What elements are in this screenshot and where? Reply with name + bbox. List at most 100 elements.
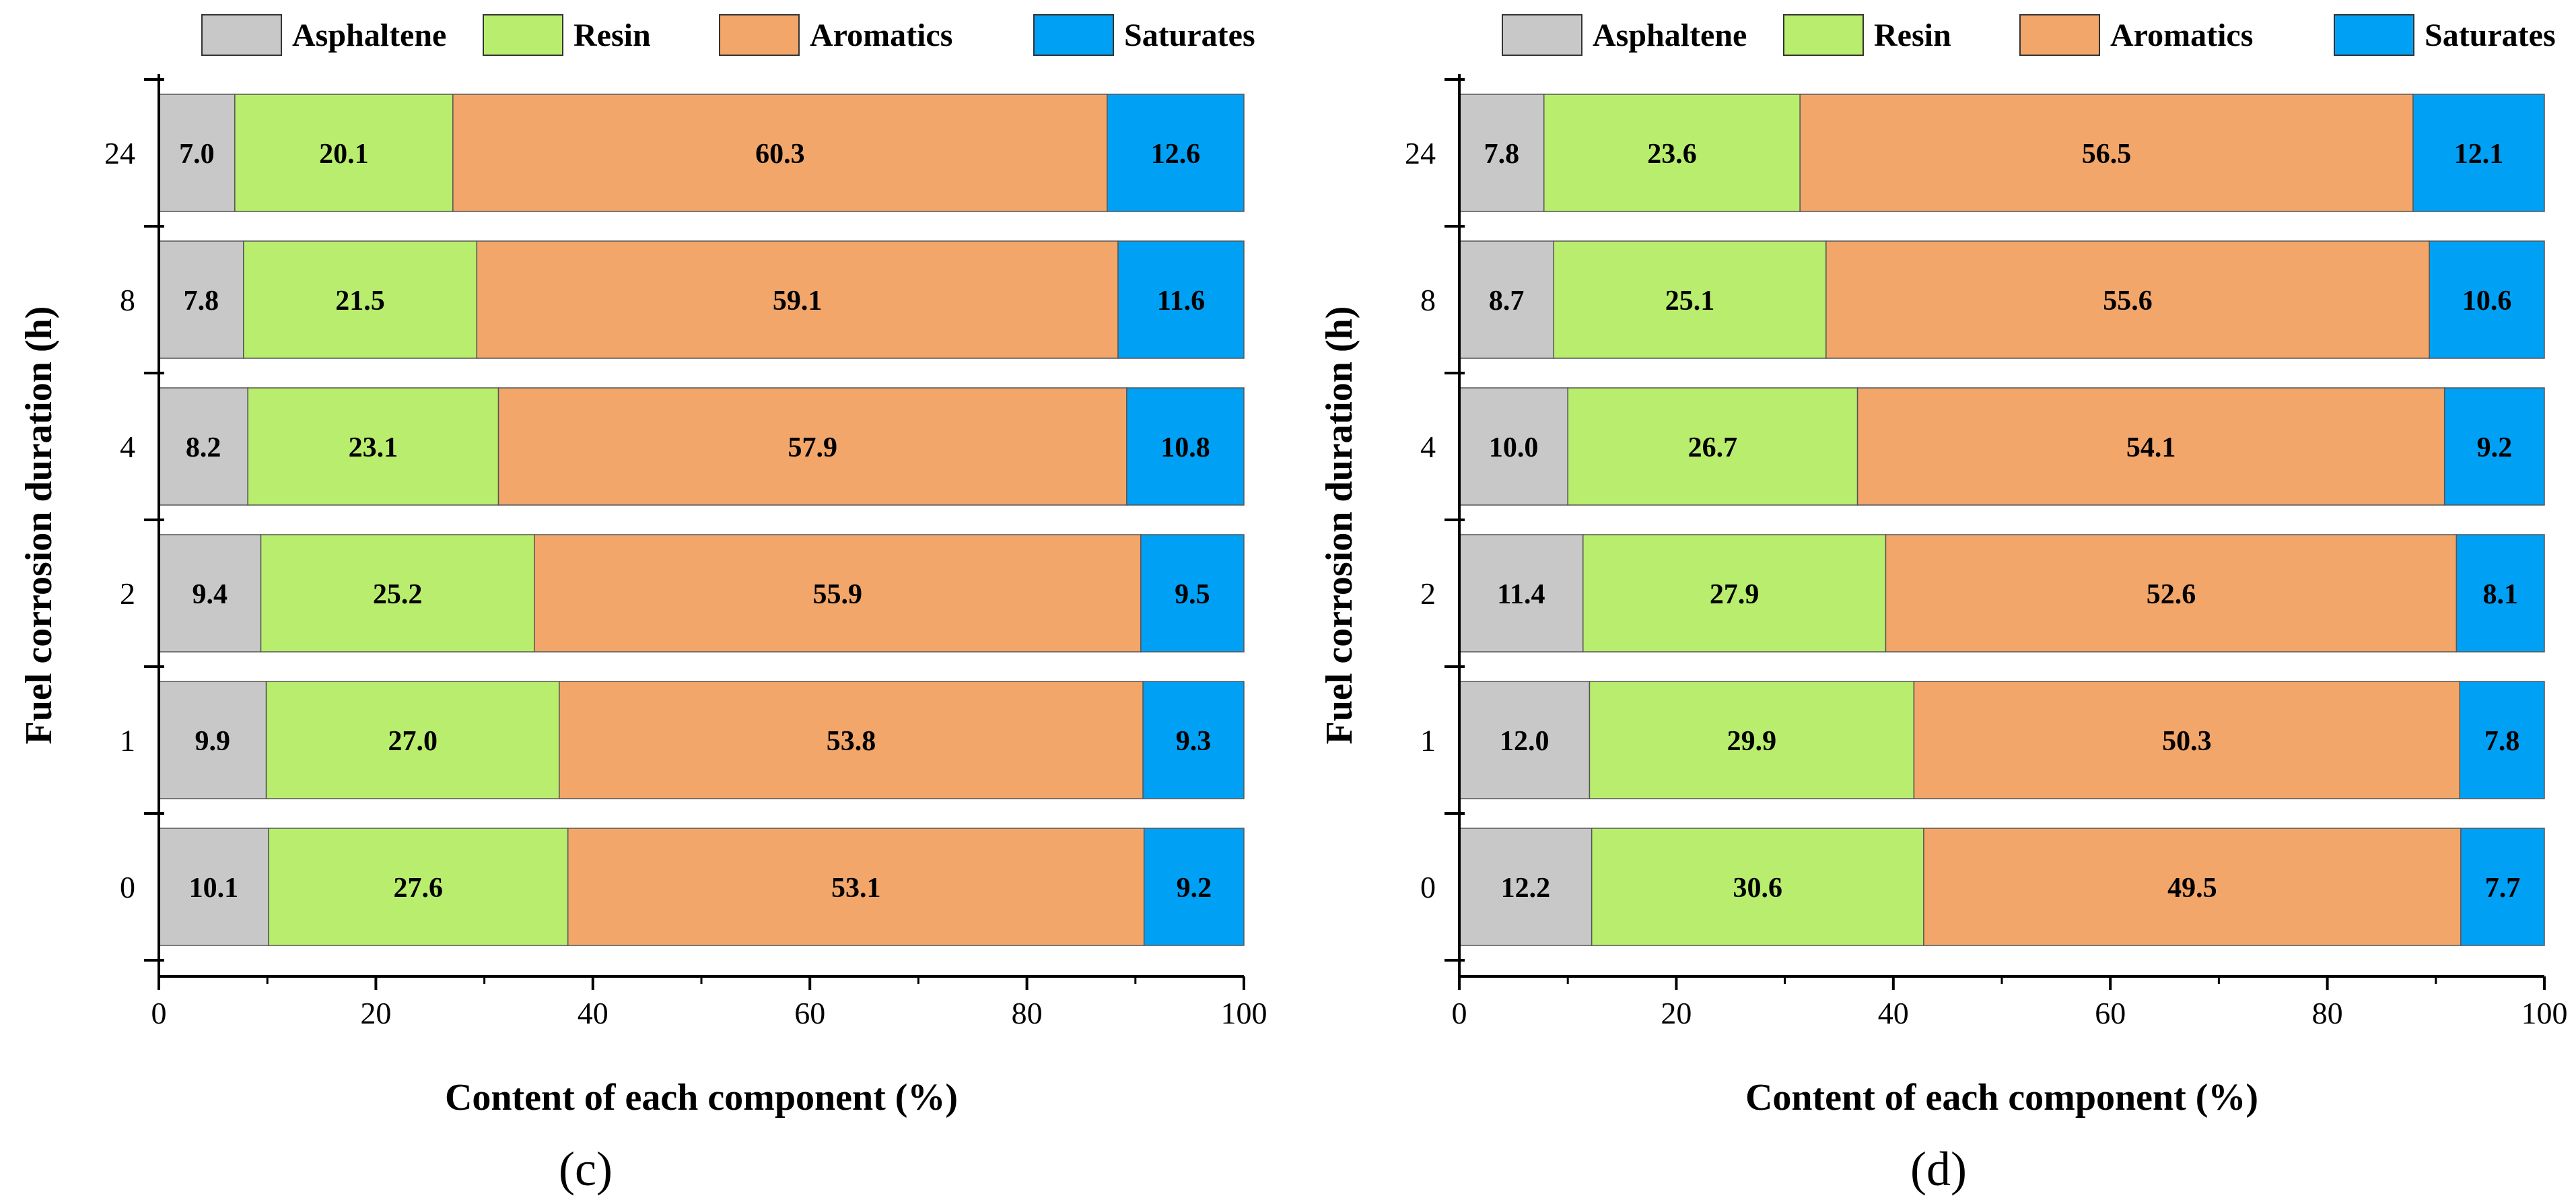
bar-saturates-24h xyxy=(1107,94,1245,212)
data-label-aromatics-4h: 57.9 xyxy=(788,432,837,463)
data-label-saturates-1h: 9.3 xyxy=(1176,726,1212,757)
chart-panel-c: Asphaltene Resin Aromatics Saturates 7.0 20.1… xyxy=(18,14,1267,1196)
data-label-aromatics-1h: 53.8 xyxy=(827,726,876,757)
panel-label: (d) xyxy=(1910,1142,1967,1196)
bar-asphaltene-8h xyxy=(1459,240,1554,359)
data-label-resin-8h: 25.1 xyxy=(1665,286,1715,316)
data-label-resin-2h: 25.2 xyxy=(373,579,423,610)
data-label-aromatics-8h: 59.1 xyxy=(773,286,823,316)
x-tick-label-0: 0 xyxy=(151,996,167,1030)
y-tick-label-24h: 24 xyxy=(104,136,135,170)
data-label-asphaltene-1h: 12.0 xyxy=(1500,726,1550,757)
data-label-aromatics-2h: 52.6 xyxy=(2147,579,2196,610)
bar-aromatics-2h xyxy=(1885,534,2458,653)
data-label-asphaltene-4h: 10.0 xyxy=(1489,432,1539,463)
data-label-saturates-24h: 12.1 xyxy=(2454,139,2504,170)
data-label-aromatics-2h: 55.9 xyxy=(813,579,863,610)
data-label-saturates-1h: 7.8 xyxy=(2484,726,2520,757)
bar-aromatics-2h xyxy=(534,534,1142,653)
legend: Asphaltene Resin Aromatics Saturates xyxy=(201,14,1255,56)
bar-resin-24h xyxy=(1543,94,1801,212)
bar-resin-8h xyxy=(242,240,478,359)
data-label-resin-8h: 21.5 xyxy=(335,286,385,316)
data-label-aromatics-24h: 56.5 xyxy=(2082,139,2132,170)
y-tick-label-0h: 0 xyxy=(1420,870,1436,904)
legend-swatch-saturates xyxy=(1033,14,1114,56)
data-label-resin-4h: 23.1 xyxy=(349,432,398,463)
legend-label-saturates: Saturates xyxy=(1124,18,1255,53)
x-tick-label-0: 0 xyxy=(1452,996,1467,1030)
data-label-saturates-0h: 7.7 xyxy=(2485,873,2521,904)
bar-saturates-4h xyxy=(2443,387,2545,506)
y-tick-label-0h: 0 xyxy=(120,870,135,904)
bar-resin-0h xyxy=(268,828,569,946)
data-label-asphaltene-8h: 7.8 xyxy=(184,286,219,316)
x-tick-label-20: 20 xyxy=(360,996,391,1030)
x-axis-title: Content of each component (%) xyxy=(445,1077,958,1118)
x-tick-label-60: 60 xyxy=(2095,996,2126,1030)
data-label-saturates-0h: 9.2 xyxy=(1177,873,1212,904)
data-label-saturates-4h: 10.8 xyxy=(1160,432,1210,463)
legend-label-asphaltene: Asphaltene xyxy=(1593,18,1747,53)
bar-asphaltene-1h xyxy=(1459,681,1591,799)
x-tick-label-40: 40 xyxy=(1878,996,1909,1030)
x-tick-label-100: 100 xyxy=(2521,996,2568,1030)
data-label-resin-1h: 29.9 xyxy=(1727,726,1777,757)
legend-swatch-asphaltene xyxy=(1502,14,1582,56)
bar-saturates-0h xyxy=(2460,828,2545,946)
data-label-asphaltene-2h: 9.4 xyxy=(193,579,228,610)
legend-label-aromatics: Aromatics xyxy=(810,18,952,53)
data-label-resin-1h: 27.0 xyxy=(388,726,438,757)
y-tick-label-1h: 1 xyxy=(120,723,135,758)
bar-aromatics-24h xyxy=(1799,94,2414,212)
bar-resin-24h xyxy=(234,94,454,212)
bar-saturates-2h xyxy=(2456,534,2545,653)
x-tick-label-20: 20 xyxy=(1661,996,1692,1030)
legend-swatch-asphaltene xyxy=(201,14,282,56)
data-label-asphaltene-8h: 8.7 xyxy=(1489,286,1525,316)
y-tick-label-4h: 4 xyxy=(1420,430,1436,464)
data-label-aromatics-0h: 49.5 xyxy=(2167,873,2217,904)
data-label-asphaltene-0h: 10.1 xyxy=(189,873,239,904)
bar-asphaltene-2h xyxy=(1459,534,1584,653)
data-label-resin-24h: 23.6 xyxy=(1647,139,1697,170)
y-tick-label-8h: 8 xyxy=(120,283,135,317)
bar-resin-4h xyxy=(1567,387,1858,506)
bar-resin-2h xyxy=(260,534,535,653)
y-tick-label-1h: 1 xyxy=(1420,723,1436,758)
bar-resin-2h xyxy=(1582,534,1887,653)
data-label-saturates-2h: 8.1 xyxy=(2482,579,2518,610)
y-tick-label-2h: 2 xyxy=(120,576,135,611)
legend-swatch-aromatics xyxy=(2019,14,2100,56)
bar-asphaltene-24h xyxy=(158,94,236,212)
bar-resin-4h xyxy=(247,387,499,506)
x-tick-label-80: 80 xyxy=(1012,996,1043,1030)
data-label-resin-0h: 30.6 xyxy=(1733,873,1783,904)
bar-saturates-2h xyxy=(1140,534,1245,653)
y-tick-label-4h: 4 xyxy=(120,430,135,464)
data-label-aromatics-4h: 54.1 xyxy=(2126,432,2176,463)
bar-saturates-8h xyxy=(2429,240,2545,359)
legend-swatch-saturates xyxy=(2334,14,2414,56)
x-tick-label-80: 80 xyxy=(2312,996,2343,1030)
legend-swatch-resin xyxy=(1783,14,1864,56)
bar-resin-8h xyxy=(1553,240,1827,359)
bar-saturates-0h xyxy=(1143,828,1245,946)
x-tick-label-100: 100 xyxy=(1221,996,1267,1030)
y-tick-label-8h: 8 xyxy=(1420,283,1436,317)
data-label-asphaltene-24h: 7.8 xyxy=(1484,139,1520,170)
bar-aromatics-24h xyxy=(452,94,1108,212)
bar-aromatics-1h xyxy=(559,681,1144,799)
data-label-resin-2h: 27.9 xyxy=(1710,579,1760,610)
data-label-asphaltene-2h: 11.4 xyxy=(1497,579,1545,610)
legend-swatch-resin xyxy=(483,14,563,56)
bar-asphaltene-8h xyxy=(158,240,244,359)
data-label-saturates-8h: 11.6 xyxy=(1157,286,1205,316)
bar-asphaltene-2h xyxy=(158,534,262,653)
bar-aromatics-0h xyxy=(567,828,1145,946)
bar-aromatics-0h xyxy=(1923,828,2462,946)
bar-asphaltene-1h xyxy=(158,681,267,799)
y-axis-title: Fuel corrosion duration (h) xyxy=(18,306,60,745)
bar-saturates-1h xyxy=(1142,681,1245,799)
